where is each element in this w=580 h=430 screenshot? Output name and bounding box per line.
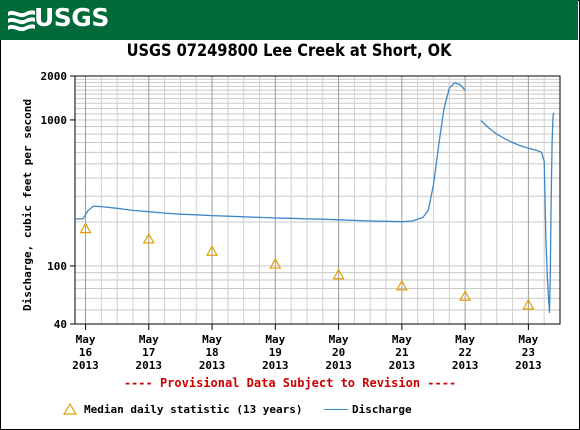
- usgs-logo[interactable]: [6, 4, 116, 36]
- y-axis-label: Discharge, cubic feet per second: [21, 99, 34, 311]
- x-tick-label: 2013: [452, 359, 479, 372]
- median-marker: [395, 279, 408, 291]
- x-tick-label: 23: [522, 346, 535, 359]
- legend-discharge-label: Discharge: [352, 403, 412, 416]
- provisional-data-notice: ---- Provisional Data Subject to Revisio…: [123, 376, 457, 390]
- x-tick-label: May: [518, 333, 538, 346]
- x-tick-label: 2013: [325, 359, 352, 372]
- x-tick-label: May: [139, 333, 159, 346]
- y-tick-label: 40: [54, 318, 67, 331]
- x-tick-label: 2013: [72, 359, 99, 372]
- x-tick-label: May: [455, 333, 475, 346]
- median-marker: [459, 289, 472, 301]
- x-tick-label: May: [76, 333, 96, 346]
- x-tick-label: 2013: [199, 359, 226, 372]
- median-marker: [79, 222, 92, 234]
- plot-area-border: [74, 75, 561, 325]
- median-marker: [142, 232, 155, 244]
- chart-legend: Median daily statistic (13 years) Discha…: [62, 402, 482, 418]
- median-marker: [269, 257, 282, 269]
- x-tick-label: 2013: [515, 359, 542, 372]
- legend-discharge-line: [324, 409, 348, 410]
- x-tick-label: 2013: [136, 359, 163, 372]
- discharge-line-segment: [75, 82, 466, 223]
- x-tick-label: May: [202, 333, 222, 346]
- chart-title: USGS 07249800 Lee Creek at Short, OK: [126, 41, 452, 61]
- discharge-line-segment: [480, 112, 555, 314]
- x-tick-label: 17: [142, 346, 155, 359]
- legend-median-marker: [62, 402, 78, 415]
- x-tick-label: 18: [205, 346, 218, 359]
- median-marker: [332, 268, 345, 280]
- x-tick-label: 21: [395, 346, 409, 359]
- x-tick-label: 20: [332, 346, 345, 359]
- y-tick-label: 1000: [41, 114, 68, 127]
- x-tick-label: May: [392, 333, 412, 346]
- median-marker: [522, 298, 535, 310]
- x-tick-label: May: [265, 333, 285, 346]
- x-tick-label: 2013: [262, 359, 289, 372]
- x-tick-label: 22: [458, 346, 471, 359]
- x-tick-label: 2013: [389, 359, 416, 372]
- y-tick-label: 100: [47, 260, 67, 273]
- usgs-wave-icon: [8, 10, 35, 32]
- usgs-logo-text: USGS: [34, 3, 109, 32]
- x-tick-label: 16: [79, 346, 93, 359]
- x-tick-label: 19: [269, 346, 282, 359]
- x-tick-label: May: [329, 333, 349, 346]
- usgs-header-bar: USGS: [0, 0, 578, 40]
- legend-median-label: Median daily statistic (13 years): [84, 403, 303, 416]
- y-tick-label: 2000: [41, 70, 68, 83]
- median-marker: [206, 245, 219, 256]
